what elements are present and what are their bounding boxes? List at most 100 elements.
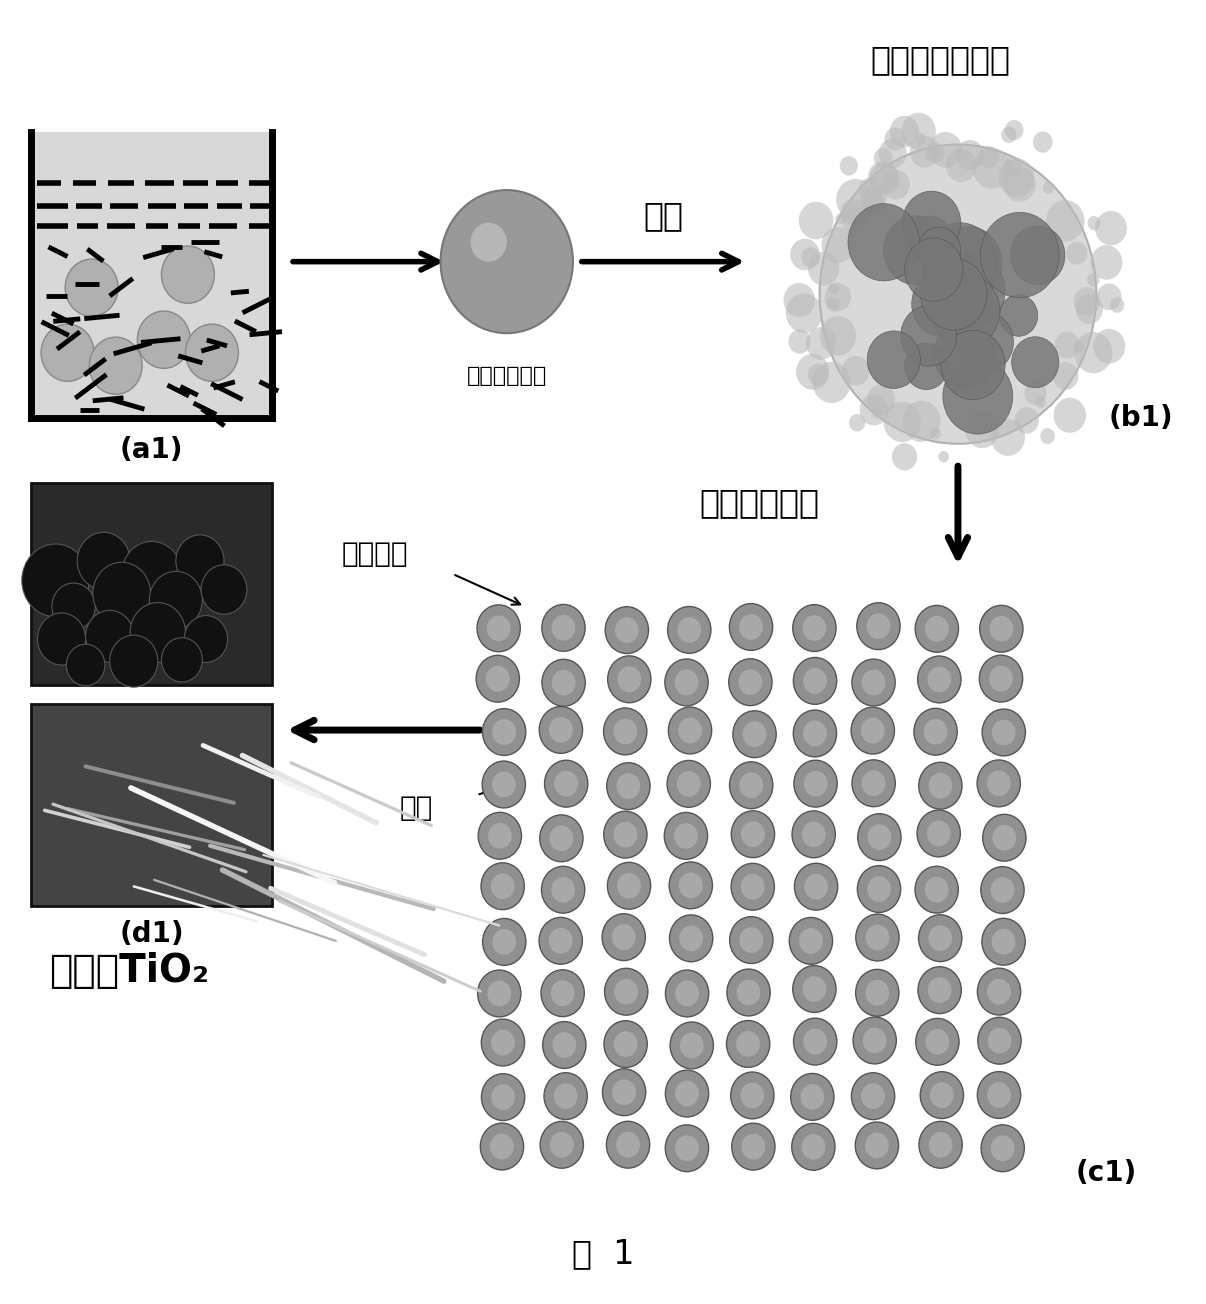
Circle shape <box>929 773 953 798</box>
Circle shape <box>481 1020 525 1065</box>
Circle shape <box>867 385 895 415</box>
Circle shape <box>110 635 158 687</box>
Circle shape <box>909 136 939 167</box>
Circle shape <box>821 227 855 263</box>
Circle shape <box>675 981 699 1007</box>
Circle shape <box>804 874 829 900</box>
Circle shape <box>991 928 1015 955</box>
Circle shape <box>539 918 582 964</box>
Circle shape <box>982 709 1025 756</box>
Circle shape <box>943 359 1013 434</box>
Circle shape <box>959 312 1013 372</box>
Circle shape <box>1005 120 1024 140</box>
Circle shape <box>93 562 151 625</box>
Circle shape <box>930 1082 954 1108</box>
Circle shape <box>545 760 587 807</box>
Circle shape <box>604 969 648 1015</box>
Circle shape <box>861 670 885 695</box>
Circle shape <box>1096 283 1122 310</box>
Circle shape <box>855 1121 898 1168</box>
Circle shape <box>487 615 510 642</box>
Circle shape <box>861 1084 885 1110</box>
Circle shape <box>551 981 574 1007</box>
Circle shape <box>540 1121 584 1168</box>
Circle shape <box>855 969 898 1016</box>
Circle shape <box>790 239 820 270</box>
Circle shape <box>866 925 889 951</box>
Circle shape <box>186 325 239 381</box>
Circle shape <box>1032 132 1053 153</box>
Circle shape <box>543 1021 586 1068</box>
Circle shape <box>806 327 836 360</box>
Circle shape <box>927 263 993 334</box>
Circle shape <box>1003 167 1036 202</box>
Circle shape <box>1075 333 1113 373</box>
Bar <box>31 482 273 685</box>
Circle shape <box>789 330 810 353</box>
Circle shape <box>861 717 885 743</box>
Circle shape <box>836 214 845 224</box>
Circle shape <box>883 170 909 200</box>
Circle shape <box>1012 336 1059 387</box>
Circle shape <box>739 927 763 953</box>
Circle shape <box>925 1029 949 1055</box>
Text: 大孔通道: 大孔通道 <box>341 540 408 569</box>
Circle shape <box>611 925 636 951</box>
Circle shape <box>902 112 936 150</box>
Circle shape <box>739 772 763 798</box>
Circle shape <box>867 876 891 902</box>
Circle shape <box>479 812 521 859</box>
Circle shape <box>733 711 777 758</box>
Circle shape <box>792 605 836 652</box>
Circle shape <box>616 773 640 799</box>
Circle shape <box>1024 381 1047 406</box>
Circle shape <box>919 763 962 808</box>
Circle shape <box>902 192 961 254</box>
Circle shape <box>614 719 637 745</box>
Circle shape <box>825 283 851 312</box>
Circle shape <box>946 149 977 183</box>
Circle shape <box>22 544 89 617</box>
Circle shape <box>552 1031 576 1058</box>
Circle shape <box>912 271 972 336</box>
Circle shape <box>989 615 1013 642</box>
Circle shape <box>803 771 827 797</box>
Circle shape <box>89 338 142 394</box>
Circle shape <box>990 878 1014 902</box>
Circle shape <box>679 926 703 951</box>
Circle shape <box>866 979 889 1005</box>
Circle shape <box>1090 245 1123 279</box>
Circle shape <box>480 1123 523 1170</box>
Circle shape <box>808 364 829 386</box>
Circle shape <box>1000 295 1037 336</box>
Circle shape <box>731 863 774 910</box>
Circle shape <box>742 1133 766 1159</box>
Circle shape <box>862 1028 886 1054</box>
Circle shape <box>675 1136 698 1161</box>
Circle shape <box>813 361 850 403</box>
Bar <box>31 704 273 906</box>
Circle shape <box>853 1017 896 1064</box>
Circle shape <box>66 644 105 686</box>
Circle shape <box>666 1071 709 1118</box>
Text: 介孔: 介孔 <box>400 794 433 822</box>
Circle shape <box>1054 398 1087 433</box>
Circle shape <box>789 918 832 964</box>
Circle shape <box>856 602 900 649</box>
Circle shape <box>614 822 637 848</box>
Circle shape <box>487 981 511 1007</box>
Circle shape <box>856 914 900 961</box>
Circle shape <box>1076 295 1103 323</box>
Circle shape <box>848 203 919 280</box>
Circle shape <box>603 708 646 755</box>
Circle shape <box>904 239 964 301</box>
Circle shape <box>730 917 773 964</box>
Circle shape <box>541 970 585 1017</box>
Circle shape <box>482 918 526 965</box>
Bar <box>31 132 273 417</box>
Circle shape <box>555 771 578 797</box>
Circle shape <box>551 615 575 640</box>
Circle shape <box>1066 241 1088 265</box>
Circle shape <box>884 402 921 442</box>
Circle shape <box>1110 297 1124 313</box>
